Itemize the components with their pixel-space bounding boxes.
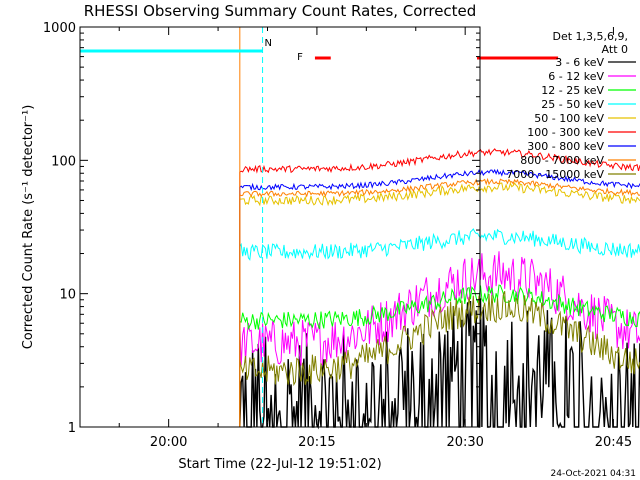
legend-label-2: 6 - 12 keV [548, 70, 604, 83]
legend-label-4: 25 - 50 keV [541, 98, 604, 111]
legend-label-7: 300 - 800 keV [527, 140, 604, 153]
legend-label-6: 100 - 300 keV [527, 126, 604, 139]
series-line-6 [239, 148, 640, 427]
y-tick-label-3: 100 [51, 154, 76, 169]
legend-label-1: 3 - 6 keV [555, 56, 604, 69]
y-axis-label-text: Corrected Count Rate (s⁻¹ detector⁻¹) [21, 105, 36, 350]
legend-label-5: 50 - 100 keV [534, 112, 604, 125]
legend-label-9: 7000 - 15000 keV [506, 168, 604, 181]
chart-title: RHESSI Observing Summary Count Rates, Co… [84, 2, 477, 20]
y-tick-label-1: 1 [68, 421, 76, 436]
series-line-4 [239, 228, 640, 427]
y-tick-label-4: 1000 [43, 21, 76, 36]
axes-layer: 20:0020:1520:3020:4521:0021:1521:3011010… [43, 21, 632, 450]
series-line-9 [239, 291, 640, 427]
flag-label-n: N [265, 38, 272, 49]
series-line-2 [239, 251, 640, 427]
legend-label-3: 12 - 25 keV [541, 84, 604, 97]
x-tick-label-3: 20:30 [446, 435, 483, 450]
series-line-3 [239, 284, 640, 427]
plot-frame [79, 26, 481, 428]
legend-label-8: 800 - 7000 keV [520, 154, 604, 167]
y-tick-label-2: 10 [59, 288, 76, 303]
series-line-8 [239, 177, 640, 427]
series-line-7 [239, 168, 640, 427]
footer-date: 24-Oct-2021 04:31 [551, 469, 636, 479]
series-line-5 [239, 181, 640, 427]
flag-label-f: F [297, 52, 303, 63]
x-tick-label-2: 20:15 [298, 435, 335, 450]
legend-header-1: Det 1,3,5,6,9, [552, 30, 628, 43]
x-tick-label-1: 20:00 [150, 435, 187, 450]
y-axis-label: Corrected Count Rate (s⁻¹ detector⁻¹) [21, 105, 36, 350]
x-tick-label-4: 20:45 [595, 435, 632, 450]
plot-data-layer [239, 148, 640, 430]
x-axis-label: Start Time (22-Jul-12 19:51:02) [178, 457, 381, 472]
legend-header-2: Att 0 [602, 43, 628, 56]
